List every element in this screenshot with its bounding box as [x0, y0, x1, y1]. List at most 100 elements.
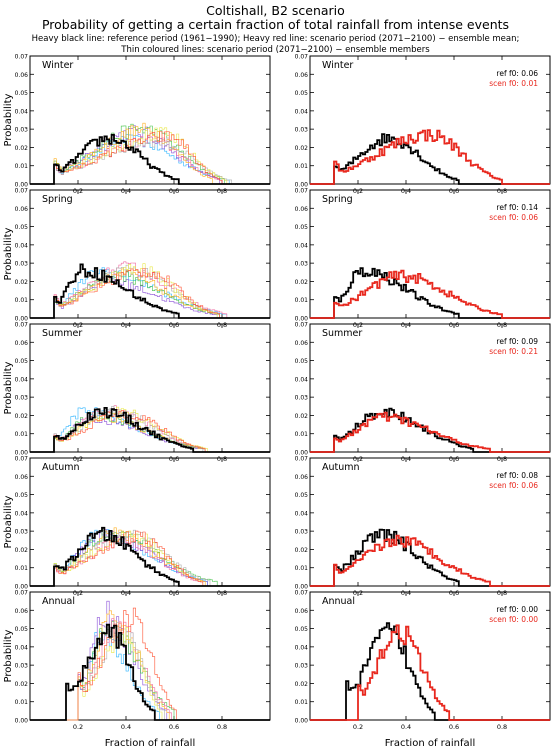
ref-f0-label: ref f0: 0.00: [496, 605, 538, 614]
y-tick-label: 0.01: [295, 297, 309, 304]
y-tick-label: 0.00: [295, 718, 309, 725]
plot-frame: [29, 457, 271, 587]
y-tick-label: 0.04: [295, 510, 309, 517]
y-tick-label: 0.03: [295, 261, 309, 268]
y-tick-label: 0.03: [295, 127, 309, 134]
y-tick-label: 0.06: [15, 340, 29, 347]
scen-f0-label: scen f0: 0.06: [489, 213, 538, 222]
x-tick-label: 0.2: [353, 723, 363, 731]
y-tick-label: 0.00: [15, 584, 29, 591]
y-tick-label: 0.04: [295, 644, 309, 651]
y-tick-label: 0.05: [15, 626, 29, 633]
ensemble-member-series: [30, 131, 270, 185]
scen-f0-label: scen f0: 0.00: [489, 615, 538, 624]
ensemble-member-series: [30, 271, 270, 319]
x-axis-label: Fraction of rainfall: [385, 738, 475, 749]
y-tick-label: 0.05: [295, 626, 309, 633]
y-tick-label: 0.03: [295, 663, 309, 670]
y-tick-label: 0.03: [295, 395, 309, 402]
reference-series: [30, 407, 270, 453]
y-tick-label: 0.05: [15, 492, 29, 499]
season-label: Annual: [42, 596, 75, 607]
y-tick-label: 0.01: [295, 431, 309, 438]
y-tick-label: 0.02: [295, 413, 309, 420]
y-tick-label: 0.00: [295, 584, 309, 591]
scenario-mean-series: [310, 269, 550, 319]
y-tick-label: 0.00: [15, 316, 29, 323]
y-tick-label: 0.01: [15, 297, 29, 304]
y-tick-label: 0.05: [295, 224, 309, 231]
ensemble-member-series: [30, 406, 270, 453]
y-tick-label: 0.07: [295, 54, 309, 61]
y-tick-label: 0.04: [15, 510, 29, 517]
y-tick-label: 0.04: [15, 108, 29, 115]
y-tick-label: 0.05: [15, 358, 29, 365]
y-tick-label: 0.01: [15, 565, 29, 572]
y-tick-label: 0.04: [15, 644, 29, 651]
y-tick-label: 0.01: [15, 699, 29, 706]
y-tick-label: 0.07: [15, 456, 29, 463]
scenario-mean-series: [310, 624, 550, 721]
y-axis-label: Probability: [3, 93, 14, 146]
y-tick-label: 0.06: [15, 608, 29, 615]
y-tick-label: 0.03: [15, 261, 29, 268]
y-tick-label: 0.02: [15, 145, 29, 152]
y-tick-label: 0.07: [295, 590, 309, 597]
ensemble-member-series: [30, 530, 270, 587]
season-label: Summer: [322, 328, 362, 339]
y-tick-label: 0.04: [295, 376, 309, 383]
x-axis-label: Fraction of rainfall: [105, 738, 195, 749]
y-tick-label: 0.00: [295, 182, 309, 189]
reference-series: [30, 623, 270, 721]
y-tick-label: 0.06: [295, 206, 309, 213]
y-tick-label: 0.03: [15, 663, 29, 670]
ensemble-member-series: [30, 122, 270, 185]
reference-series: [310, 622, 550, 721]
ensemble-member-series: [30, 410, 270, 453]
plot-frame: [309, 55, 551, 185]
y-tick-label: 0.05: [15, 224, 29, 231]
y-tick-label: 0.06: [15, 206, 29, 213]
reference-series: [310, 133, 550, 185]
plot-frame: [29, 323, 271, 453]
y-tick-label: 0.01: [295, 565, 309, 572]
chart-title: Coltishall, B2 scenario: [206, 3, 345, 18]
plot-frame: [29, 55, 271, 185]
y-axis-label: Probability: [3, 227, 14, 280]
y-tick-label: 0.06: [15, 474, 29, 481]
season-label: Spring: [42, 194, 73, 205]
ensemble-member-series: [30, 137, 270, 185]
y-tick-label: 0.00: [15, 182, 29, 189]
y-tick-label: 0.02: [295, 547, 309, 554]
season-label: Summer: [42, 328, 82, 339]
y-tick-label: 0.00: [15, 450, 29, 457]
y-tick-label: 0.05: [295, 90, 309, 97]
y-tick-label: 0.07: [15, 590, 29, 597]
y-tick-label: 0.03: [295, 529, 309, 536]
scenario-mean-series: [310, 129, 550, 185]
chart-subtitle: Probability of getting a certain fractio…: [41, 17, 510, 32]
y-tick-label: 0.01: [295, 699, 309, 706]
x-tick-label: 0.8: [497, 723, 507, 731]
legend-description-line1: Heavy black line: reference period (1961…: [31, 34, 520, 44]
ensemble-member-series: [30, 127, 270, 185]
y-tick-label: 0.06: [15, 72, 29, 79]
x-tick-label: 0.8: [217, 723, 227, 731]
y-tick-label: 0.03: [15, 127, 29, 134]
scenario-mean-series: [310, 411, 550, 453]
y-tick-label: 0.02: [15, 413, 29, 420]
y-tick-label: 0.02: [295, 681, 309, 688]
y-tick-label: 0.02: [15, 547, 29, 554]
legend-description-line2: Thin coloured lines: scenario period (20…: [121, 45, 430, 55]
season-label: Annual: [322, 596, 355, 607]
y-axis-label: Probability: [3, 495, 14, 548]
season-label: Autumn: [42, 462, 80, 473]
y-tick-label: 0.00: [295, 450, 309, 457]
y-tick-label: 0.03: [15, 395, 29, 402]
ref-f0-label: ref f0: 0.08: [496, 471, 538, 480]
scen-f0-label: scen f0: 0.21: [489, 347, 538, 356]
ensemble-member-series: [30, 276, 270, 319]
y-tick-label: 0.01: [295, 163, 309, 170]
scen-f0-label: scen f0: 0.06: [489, 481, 538, 490]
